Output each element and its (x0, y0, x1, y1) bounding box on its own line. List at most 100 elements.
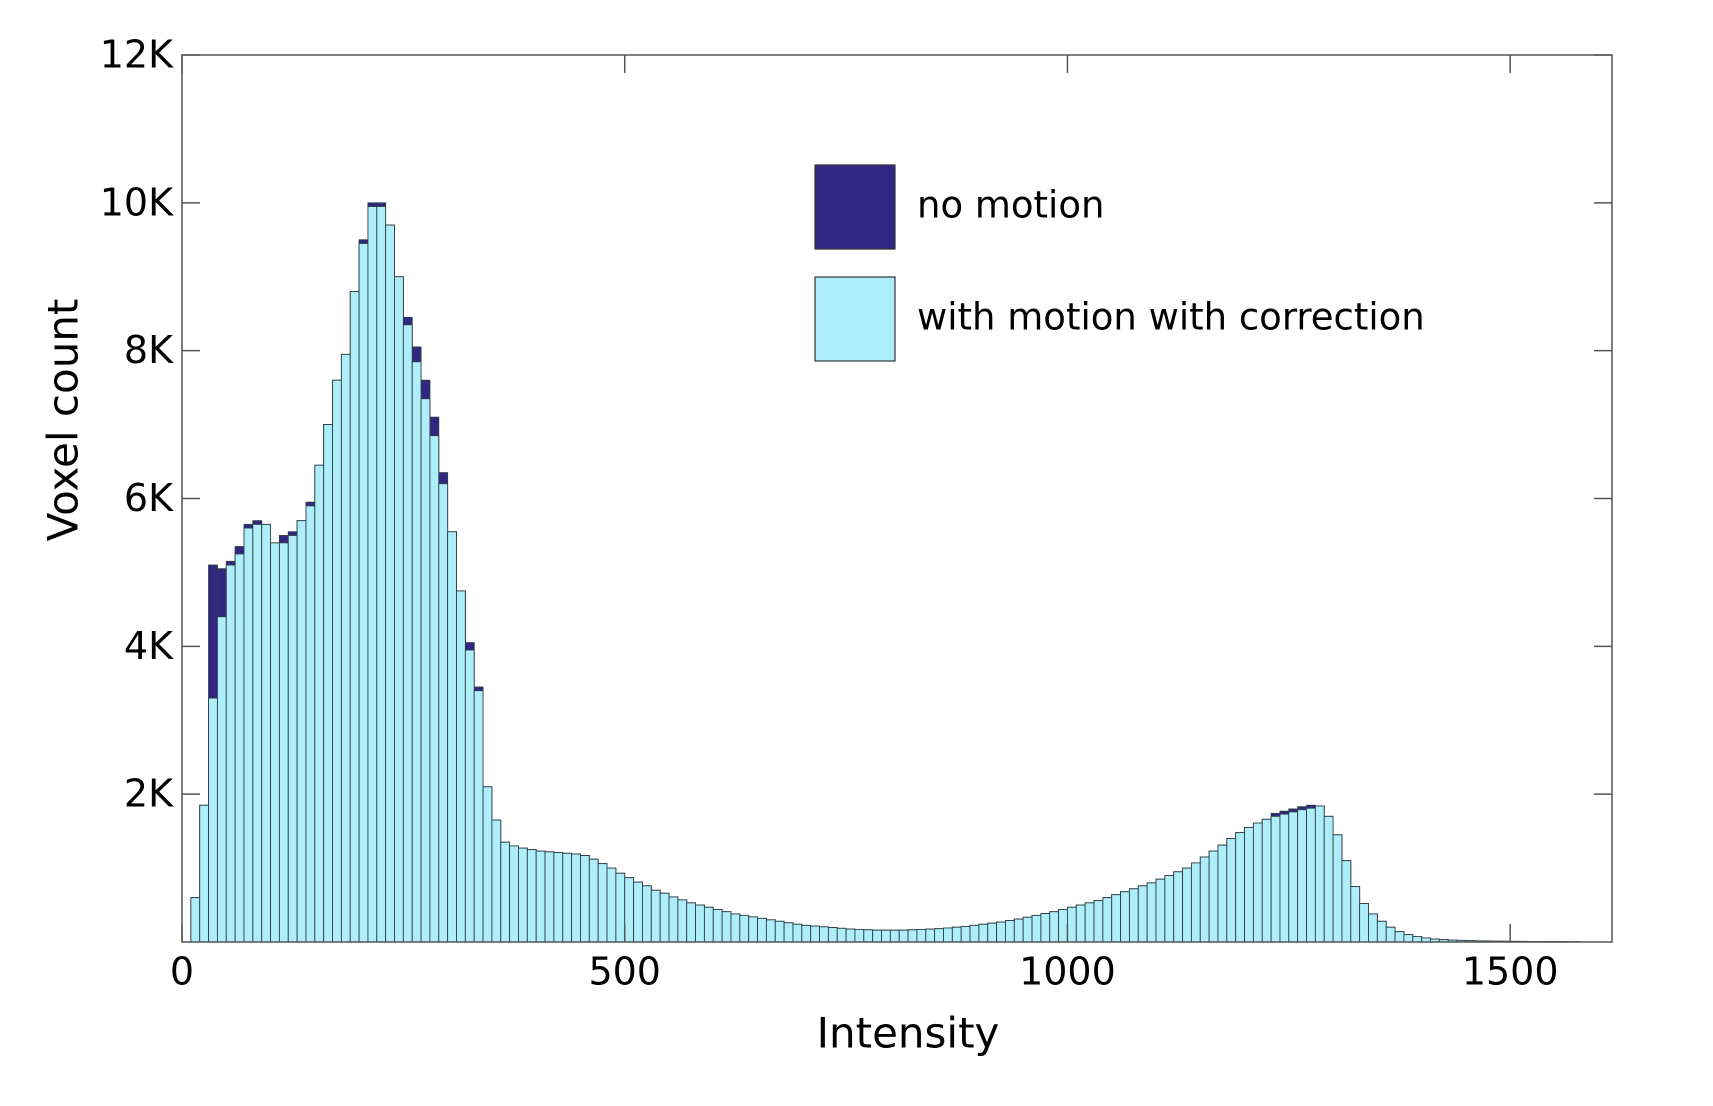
y-tick-label: 6K (124, 476, 174, 520)
histogram-bar (606, 867, 617, 943)
y-tick-label: 10K (100, 180, 174, 224)
histogram-bar (863, 929, 874, 943)
y-tick-label: 2K (124, 772, 174, 816)
histogram-bar (1270, 815, 1281, 943)
histogram-bar (801, 924, 812, 943)
histogram-bar (190, 897, 201, 943)
histogram-bar (641, 885, 652, 943)
histogram-bar (757, 917, 767, 943)
histogram-bar (438, 483, 449, 943)
histogram-bar (1084, 902, 1095, 943)
histogram-bar (1279, 813, 1290, 943)
histogram-bar (261, 523, 271, 943)
histogram-bar (1252, 822, 1263, 943)
histogram-bar (447, 531, 457, 943)
histogram-bar (783, 922, 794, 943)
histogram-bar (1235, 832, 1245, 943)
histogram-bar (1199, 856, 1210, 943)
histogram-bar (677, 899, 688, 943)
histogram-bar (1288, 811, 1299, 943)
histogram-bar (340, 353, 351, 943)
histogram-bar (394, 276, 404, 943)
histogram-bar (827, 927, 838, 943)
legend-label: with motion with correction (917, 296, 1425, 339)
histogram-bar (881, 929, 891, 943)
histogram-bar (429, 435, 440, 943)
histogram-bar (1226, 838, 1237, 943)
histogram-bar (1403, 934, 1414, 943)
histogram-bar (553, 852, 564, 943)
histogram-bar (1394, 931, 1405, 943)
histogram-bar (482, 786, 493, 943)
histogram-bar (216, 616, 227, 943)
histogram-bar (721, 911, 732, 943)
histogram-bar (349, 291, 360, 943)
histogram-bar (987, 922, 998, 943)
histogram-bar (668, 896, 679, 943)
y-axis-title: Voxel count (39, 299, 88, 542)
histogram-bar (199, 804, 210, 943)
x-tick-label: 1000 (1019, 950, 1116, 994)
histogram-bar (907, 929, 918, 943)
histogram-bar (314, 464, 325, 943)
histogram-bar (1093, 900, 1104, 943)
histogram-bar (978, 923, 989, 943)
histogram-bar (1208, 850, 1219, 943)
bars (190, 202, 1582, 943)
histogram-bar (969, 924, 980, 943)
histogram-bar (739, 914, 750, 943)
histogram-bar (580, 855, 590, 943)
x-axis-title: Intensity (817, 1009, 1000, 1058)
histogram-bar (774, 920, 785, 943)
y-tick-label: 12K (100, 33, 174, 77)
histogram-bar (1058, 909, 1068, 943)
histogram-bar (464, 649, 475, 943)
histogram-bar (1173, 871, 1184, 943)
histogram-bar (792, 923, 803, 943)
histogram-bar (278, 542, 289, 943)
histogram-bar (367, 206, 378, 943)
histogram-bar (1412, 936, 1423, 943)
histogram-bar (376, 206, 387, 943)
histogram-bar (234, 553, 245, 943)
histogram-bar (509, 845, 519, 943)
y-tick-label: 8K (124, 328, 174, 372)
histogram-bar (305, 505, 316, 943)
legend-swatch (814, 164, 896, 250)
histogram-bar (252, 523, 263, 943)
histogram-bar (1182, 867, 1192, 943)
legend-label: no motion (917, 184, 1104, 227)
histogram-bar (1128, 888, 1139, 943)
histogram-bar (1190, 862, 1201, 943)
histogram-bar (703, 906, 714, 943)
histogram-bar (845, 928, 856, 943)
histogram-bar (500, 841, 511, 943)
histogram-bar (1040, 913, 1051, 943)
histogram-bar (934, 928, 944, 943)
histogram-bar (358, 243, 369, 943)
histogram-bar (1075, 904, 1086, 943)
histogram-bar (571, 853, 581, 943)
histogram-bar (1155, 878, 1166, 943)
histogram-bar (411, 361, 422, 943)
histogram-bar (872, 929, 882, 943)
histogram-bar (588, 858, 599, 943)
histogram-bar (810, 925, 820, 943)
x-tick-label: 1500 (1462, 950, 1559, 994)
x-tick-label: 500 (588, 950, 661, 994)
histogram-bar (1314, 805, 1325, 943)
histogram-bar (730, 913, 741, 943)
histogram-bar (624, 877, 635, 943)
histogram-bar (208, 697, 218, 943)
histogram-bar (1022, 916, 1033, 943)
histogram-bar (1368, 913, 1378, 943)
histogram-bar (1341, 860, 1352, 943)
histogram-bar (1350, 886, 1361, 943)
histogram-bar (1146, 882, 1157, 943)
histogram-bar (748, 916, 758, 943)
histogram-bar (650, 889, 661, 943)
histogram-bar (925, 928, 936, 943)
histogram-bar (996, 921, 1006, 943)
